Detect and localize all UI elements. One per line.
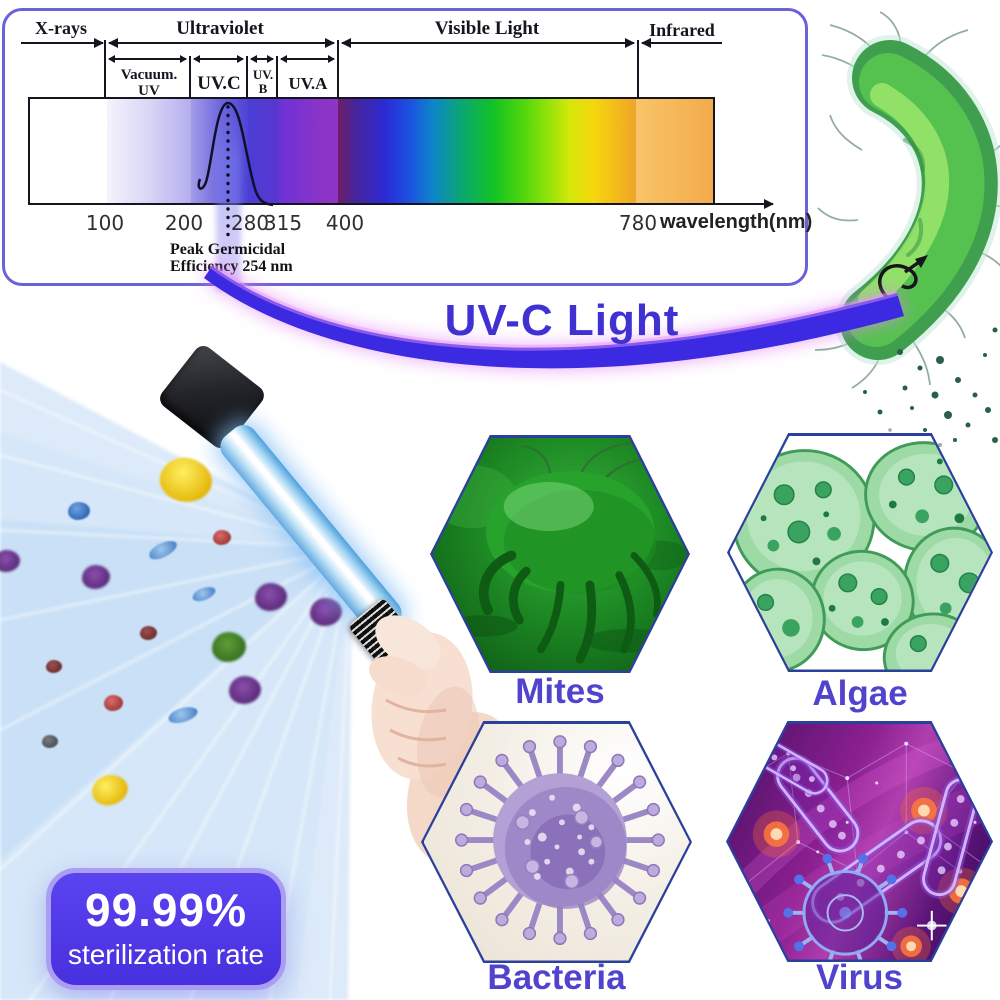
sterilization-rate-caption: sterilization rate: [67, 939, 265, 970]
germ-particle: [89, 772, 131, 808]
germ-particle: [0, 550, 20, 572]
germ-particle: [310, 598, 342, 626]
hexagon-mites: [430, 435, 690, 673]
wavelength-tick: 280: [230, 211, 270, 235]
curly-arrow-icon: [878, 255, 928, 300]
debris-specks: [863, 327, 998, 447]
wavelength-tick: 100: [85, 211, 125, 235]
mites-label: Mites: [515, 672, 605, 711]
sterilization-badge: 99.99% sterilization rate: [46, 868, 286, 990]
wavelength-axis-label: wavelength(nm): [660, 211, 813, 233]
germ-particle: [213, 530, 231, 545]
germ-particle: [104, 695, 123, 711]
hexagon-algae: [727, 433, 993, 672]
segment-uva: [278, 99, 339, 203]
subband-label-uva: UV.A: [288, 74, 328, 93]
subband-label-uvb: UV. B: [249, 68, 277, 95]
uva-arrow: [280, 55, 335, 63]
spike-tips: [454, 734, 665, 945]
wavelength-axis-arrow: [715, 199, 774, 209]
segment-vacuum-uv: [106, 99, 192, 203]
algae-label: Algae: [812, 674, 908, 713]
sparkle-icon: [916, 910, 947, 940]
germicidal-curve: [197, 101, 274, 239]
segment-visible: [338, 99, 637, 203]
bacteria-label: Bacteria: [487, 958, 626, 997]
germ-particle: [140, 626, 157, 640]
wavelength-tick: 400: [325, 211, 365, 235]
germ-particle: [190, 584, 218, 604]
neon-virus: [782, 853, 907, 960]
hexagon-virus: [726, 721, 993, 962]
subband-label-vacuum-uv: Vacuum. UV: [105, 67, 193, 100]
segment-xray: [30, 99, 107, 203]
mite-legs: [478, 550, 661, 664]
mites-image: [432, 437, 688, 671]
mite-body: [485, 470, 656, 594]
virus-label: Virus: [816, 958, 903, 997]
uvc-light-title: UV-C Light: [444, 296, 680, 345]
uvb-line2: B: [258, 80, 268, 96]
algae-image: [729, 435, 991, 670]
germ-particle: [229, 676, 261, 704]
band-label-infrared: Infrared: [649, 20, 715, 40]
peak-germicidal-note: Peak Germicidal Efficiency 254 nm: [170, 241, 293, 275]
wavelength-tick: 315: [263, 211, 303, 235]
vacuum-line1: Vacuum.: [120, 67, 178, 83]
germ-particle: [46, 660, 62, 673]
visible-range-arrow: [341, 38, 635, 48]
segment-infrared: [636, 99, 713, 203]
germ-particle: [68, 502, 90, 520]
wavelength-tick: 200: [164, 211, 204, 235]
bacteria-image: [423, 723, 690, 961]
infrared-range-arrow: [641, 38, 722, 48]
peak-note-line2: Efficiency 254 nm: [170, 258, 293, 275]
subband-label-uvc: UV.C: [197, 73, 241, 94]
hexagon-bacteria: [421, 721, 692, 963]
peak-glow-band: [216, 106, 241, 291]
germ-particle: [146, 537, 180, 563]
germ-particle: [42, 735, 58, 748]
vacuum-uv-arrow: [108, 55, 187, 63]
sterilization-rate-value: 99.99%: [84, 884, 247, 936]
bacterium-body: [835, 35, 1000, 365]
germ-particle: [82, 565, 110, 589]
uvb-arrow: [250, 55, 274, 63]
microbe-ball: [492, 772, 627, 909]
wavelength-tick: 780: [618, 211, 658, 235]
band-label-xrays: X-rays: [35, 18, 87, 38]
germ-particle: [255, 583, 287, 611]
peak-note-line1: Peak Germicidal: [170, 241, 286, 258]
uv-range-arrow: [108, 38, 335, 48]
xrays-range-arrow: [21, 38, 104, 48]
uvc-arrow: [193, 55, 244, 63]
germ-particle: [212, 632, 246, 662]
band-label-ultraviolet: Ultraviolet: [176, 18, 264, 39]
virus-image: [728, 723, 991, 960]
germ-particle: [166, 704, 200, 726]
vacuum-line2: UV: [138, 82, 160, 99]
germ-particle: [155, 452, 217, 508]
algae-cells: [729, 440, 991, 670]
band-label-visible: Visible Light: [434, 18, 540, 39]
uvb-line1: UV.: [252, 67, 274, 82]
spectrum-diagram-panel: X-rays Ultraviolet Visible Light Infrare…: [2, 8, 813, 291]
bacterium-flagella: [799, 11, 1000, 389]
